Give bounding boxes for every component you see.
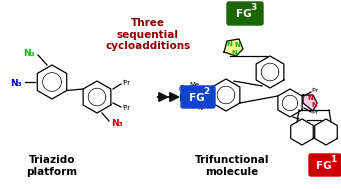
Text: 1: 1	[330, 155, 336, 164]
Text: Me: Me	[190, 82, 200, 88]
Text: ⁱPr: ⁱPr	[123, 80, 131, 86]
Text: Three
sequential
cycloadditions: Three sequential cycloadditions	[105, 18, 191, 51]
Text: ⁱPr: ⁱPr	[312, 88, 319, 94]
Text: Trifunctional
molecule: Trifunctional molecule	[195, 155, 269, 177]
Text: ⁱPr: ⁱPr	[123, 105, 131, 111]
Text: N: N	[200, 90, 206, 96]
FancyBboxPatch shape	[181, 86, 215, 108]
Text: N: N	[197, 105, 203, 111]
Text: N: N	[311, 102, 317, 108]
Text: FG: FG	[189, 93, 204, 103]
Text: 2: 2	[203, 87, 209, 96]
Text: N: N	[202, 98, 208, 104]
Text: FG: FG	[316, 161, 331, 171]
Text: O: O	[179, 84, 185, 94]
Text: N: N	[231, 50, 237, 56]
Text: N: N	[226, 41, 232, 47]
Text: FG: FG	[236, 9, 251, 19]
Text: Triazido
platform: Triazido platform	[27, 155, 77, 177]
Text: N₃: N₃	[24, 49, 35, 57]
Polygon shape	[192, 88, 210, 106]
Polygon shape	[224, 39, 243, 56]
FancyBboxPatch shape	[227, 2, 263, 25]
Text: N: N	[234, 42, 240, 48]
Text: N₃: N₃	[10, 78, 22, 88]
Text: N: N	[307, 95, 313, 101]
Text: 3: 3	[251, 3, 257, 12]
FancyBboxPatch shape	[309, 154, 341, 176]
Text: N₃: N₃	[111, 119, 123, 128]
Text: ⁱPr: ⁱPr	[312, 111, 319, 115]
Polygon shape	[303, 95, 317, 111]
